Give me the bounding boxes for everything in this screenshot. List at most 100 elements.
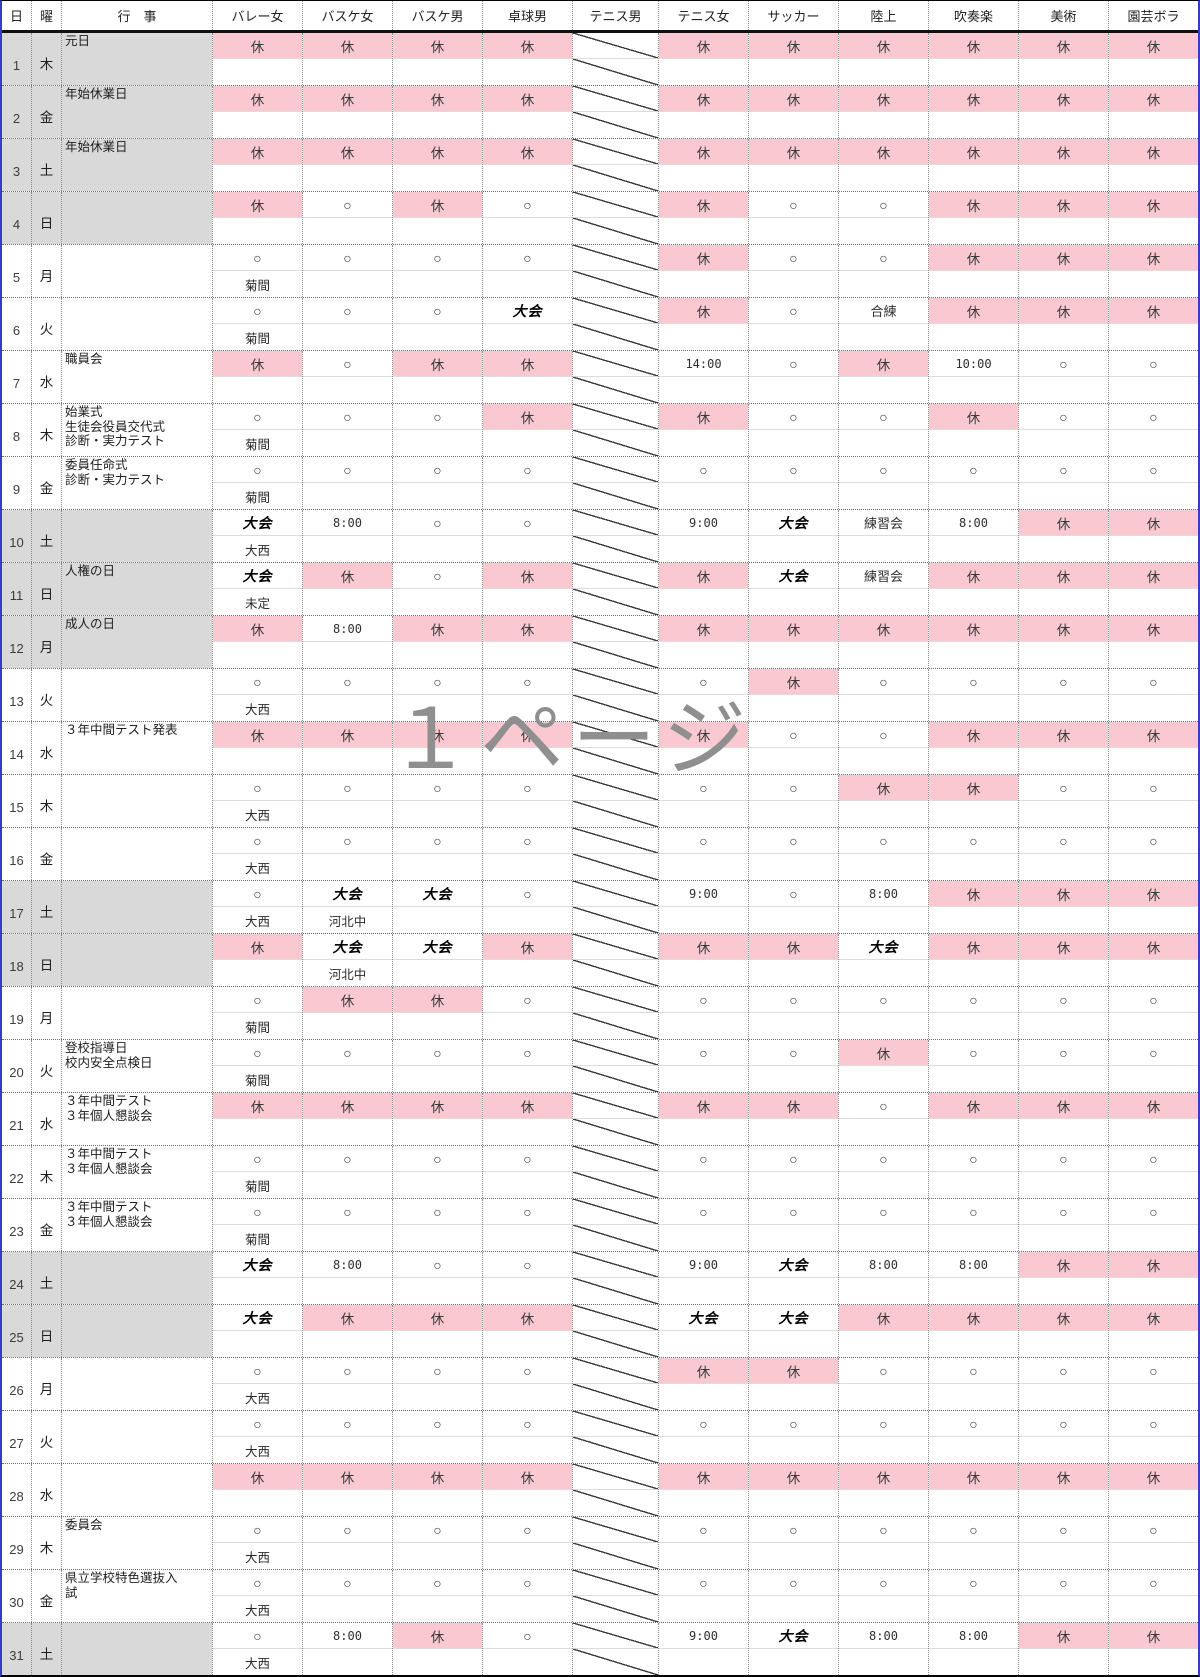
status-text: ○ (1059, 779, 1068, 796)
activity-location (393, 748, 482, 774)
activity-status: ○ (749, 775, 838, 801)
status-text: ○ (253, 249, 262, 266)
weekday-label: 月 (31, 1358, 61, 1410)
activity-status: ○ (659, 1199, 748, 1225)
diagonal-strike-icon (573, 536, 658, 562)
activity-status: 休 (393, 33, 482, 59)
cell-basketball-boys-day-31: 休 (392, 1623, 482, 1675)
status-text: 休 (250, 622, 265, 638)
diagonal-strike-icon (573, 377, 658, 403)
activity-location (839, 1119, 928, 1145)
cell-tennis-boys-crossed (572, 1623, 658, 1675)
cell-basketball-girls-day-12: 8:00 (302, 616, 392, 668)
diagonal-strike-icon (573, 1464, 658, 1490)
activity-status: ○ (659, 828, 748, 854)
activity-status: ○ (749, 351, 838, 377)
diagonal-strike-icon (573, 1225, 658, 1251)
cell-basketball-girls-day-23: ○ (302, 1199, 392, 1251)
cell-basketball-girls-day-7: ○ (302, 351, 392, 403)
cell-brass-band-day-15: 休 (928, 775, 1018, 827)
activity-location (929, 112, 1018, 138)
status-text: ○ (343, 302, 352, 319)
activity-status: ○ (839, 1358, 928, 1384)
activity-location (839, 1384, 928, 1410)
cell-track-field-day-26: ○ (838, 1358, 928, 1410)
activity-status: 休 (659, 298, 748, 324)
status-text: ○ (253, 1521, 262, 1538)
status-text: 大会 (422, 885, 453, 902)
event-label (61, 775, 212, 827)
activity-status: ○ (659, 1570, 748, 1596)
event-label: 登校指導日 校内安全点検日 (61, 1040, 212, 1092)
weekday-label: 水 (31, 722, 61, 774)
activity-status: 休 (929, 33, 1018, 59)
activity-location (1109, 854, 1198, 880)
activity-status: ○ (749, 1570, 838, 1596)
activity-status: 大会 (483, 298, 572, 324)
activity-status: 休 (213, 139, 302, 165)
day-number: 13 (9, 694, 24, 709)
status-text: 8:00 (333, 515, 362, 530)
column-header-gardening-volunteer: 園芸ボラ (1108, 1, 1198, 30)
cell-gardening-volunteer-day-25: 休 (1108, 1305, 1198, 1357)
cell-tennis-girls-day-10: 9:00 (658, 510, 748, 562)
status-text: 大会 (778, 1256, 809, 1273)
activity-status: 休 (1019, 722, 1108, 748)
activity-status: ○ (483, 775, 572, 801)
activity-location (839, 112, 928, 138)
cell-track-field-day-14: ○ (838, 722, 928, 774)
weekday-label: 金 (31, 86, 61, 138)
status-text: ○ (879, 1150, 888, 1167)
activity-status: ○ (393, 510, 482, 536)
activity-location (839, 907, 928, 933)
status-text: ○ (433, 1150, 442, 1167)
status-text: ○ (523, 1044, 532, 1061)
status-text: ○ (253, 673, 262, 690)
activity-location (1019, 907, 1108, 933)
activity-location (749, 1119, 838, 1145)
cell-track-field-day-21: ○ (838, 1093, 928, 1145)
activity-status: ○ (839, 192, 928, 218)
cell-tabletennis-boys-day-19: ○ (482, 987, 572, 1039)
cell-basketball-girls-day-2: 休 (302, 86, 392, 138)
activity-status: 休 (1019, 1093, 1108, 1119)
activity-status: 休 (483, 1093, 572, 1119)
cell-art-day-11: 休 (1018, 563, 1108, 615)
cell-art-day-18: 休 (1018, 934, 1108, 986)
activity-status: ○ (393, 1517, 482, 1543)
activity-location (213, 112, 302, 138)
activity-location (1109, 960, 1198, 986)
activity-location (303, 1384, 392, 1410)
cell-gardening-volunteer-day-24: 休 (1108, 1252, 1198, 1304)
cell-art-day-31: 休 (1018, 1623, 1108, 1675)
status-text: 休 (1146, 39, 1161, 55)
activity-location (839, 1172, 928, 1198)
status-text: 休 (1056, 1470, 1071, 1486)
cell-brass-band-day-31: 8:00 (928, 1623, 1018, 1675)
status-text: ○ (879, 249, 888, 266)
activity-status: 休 (929, 722, 1018, 748)
activity-location (659, 1543, 748, 1569)
activity-location (213, 642, 302, 668)
activity-location: 菊間 (244, 1232, 270, 1247)
status-text: ○ (253, 991, 262, 1008)
day-row-23: 23 金 ３年中間テスト ３年個人懇談会 ○ 菊間 ○ ○ ○ ○ ○ ○ ○ ○ ○ (2, 1198, 1198, 1251)
status-text: ○ (879, 1574, 888, 1591)
status-text: 9:00 (689, 515, 718, 530)
cell-soccer-day-30: ○ (748, 1570, 838, 1622)
status-text: 休 (876, 1046, 891, 1062)
activity-location (213, 218, 302, 244)
weekday-label: 日 (31, 934, 61, 986)
status-text: 休 (250, 198, 265, 214)
status-text: ○ (969, 1150, 978, 1167)
cell-volleyball-girls-day-10: 大会 大西 (212, 510, 302, 562)
cell-track-field-day-6: 合練 (838, 298, 928, 350)
activity-status: 休 (393, 987, 482, 1013)
activity-location (1109, 218, 1198, 244)
activity-status: ○ (1109, 1570, 1198, 1596)
activity-status: ○ (213, 457, 302, 483)
status-text: 休 (876, 145, 891, 161)
cell-volleyball-girls-day-18: 休 (212, 934, 302, 986)
activity-location (393, 695, 482, 721)
cell-gardening-volunteer-day-12: 休 (1108, 616, 1198, 668)
